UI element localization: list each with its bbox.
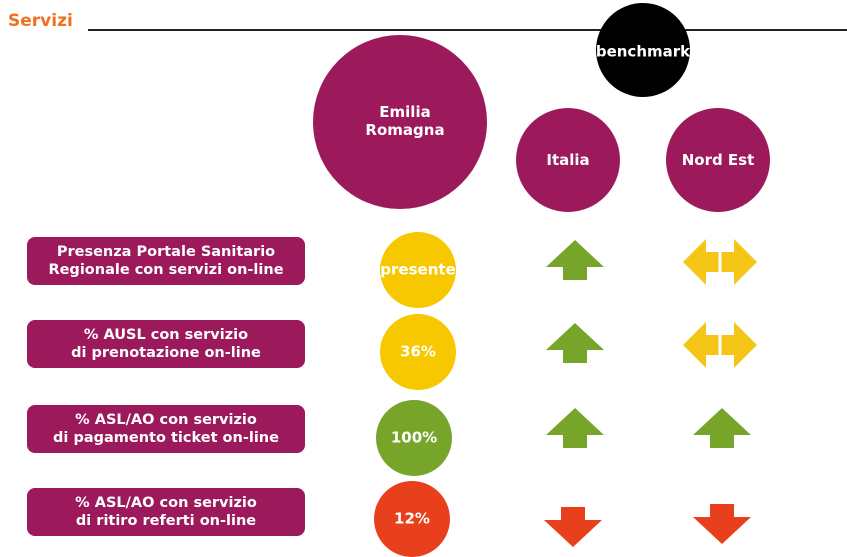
row: % ASL/AO con servizio di ritiro referti o… (27, 481, 751, 557)
column-header-line: Nord Est (682, 151, 755, 169)
trend-down (693, 504, 751, 544)
row-value: 36% (400, 343, 436, 361)
title: Servizi (8, 11, 73, 31)
row-label-box (27, 405, 305, 453)
trend-up (546, 408, 604, 448)
trend-up (693, 408, 751, 448)
column-header: Emilia Romagna (365, 103, 444, 139)
benchmark-circle (596, 3, 690, 97)
row: % ASL/AO con servizio di pagamento ticket… (27, 400, 751, 476)
row-label: % AUSL con servizio di prenotazione on-li… (71, 327, 261, 361)
trend-up (546, 240, 604, 280)
row-label-line: % ASL/AO con servizio (75, 412, 257, 428)
row-label: % ASL/AO con servizio di ritiro referti o… (75, 495, 257, 529)
row-label-line: di ritiro referti on-line (76, 513, 256, 529)
row-label-box (27, 320, 305, 368)
row-label-box (27, 488, 305, 536)
column-header-line: Italia (546, 151, 589, 169)
row-label-line: di pagamento ticket on-line (53, 430, 279, 446)
italia-circle (516, 108, 620, 212)
value-circle (380, 232, 456, 308)
value-circle (376, 400, 452, 476)
row-label-line: Regionale con servizi on-line (48, 262, 283, 278)
column-header-line: Romagna (365, 121, 444, 139)
row-value: 100% (391, 429, 437, 447)
nordest-circle (666, 108, 770, 212)
column-header-line: Emilia (379, 103, 430, 121)
benchmark-label: benchmark (596, 43, 691, 61)
row-label-line: % AUSL con servizio (84, 327, 248, 343)
region-circle (313, 35, 487, 209)
row-label: Presenza Portale Sanitario Regionale con … (48, 244, 283, 278)
row-value: 12% (394, 510, 430, 528)
row-label-line: di prenotazione on-line (71, 345, 261, 361)
row-label-line: Presenza Portale Sanitario (57, 244, 275, 260)
trend-down (544, 507, 602, 547)
trend-up (546, 323, 604, 363)
value-circle (374, 481, 450, 557)
column-header: Nord Est (682, 151, 755, 169)
row-label-line: % ASL/AO con servizio (75, 495, 257, 511)
row: % AUSL con servizio di prenotazione on-li… (27, 314, 757, 390)
value-circle (380, 314, 456, 390)
row-value: presente (380, 261, 455, 279)
row: Presenza Portale Sanitario Regionale con … (27, 232, 757, 308)
row-label: % ASL/AO con servizio di pagamento ticket… (53, 412, 279, 446)
column-header: Italia (546, 151, 589, 169)
row-label-box (27, 237, 305, 285)
